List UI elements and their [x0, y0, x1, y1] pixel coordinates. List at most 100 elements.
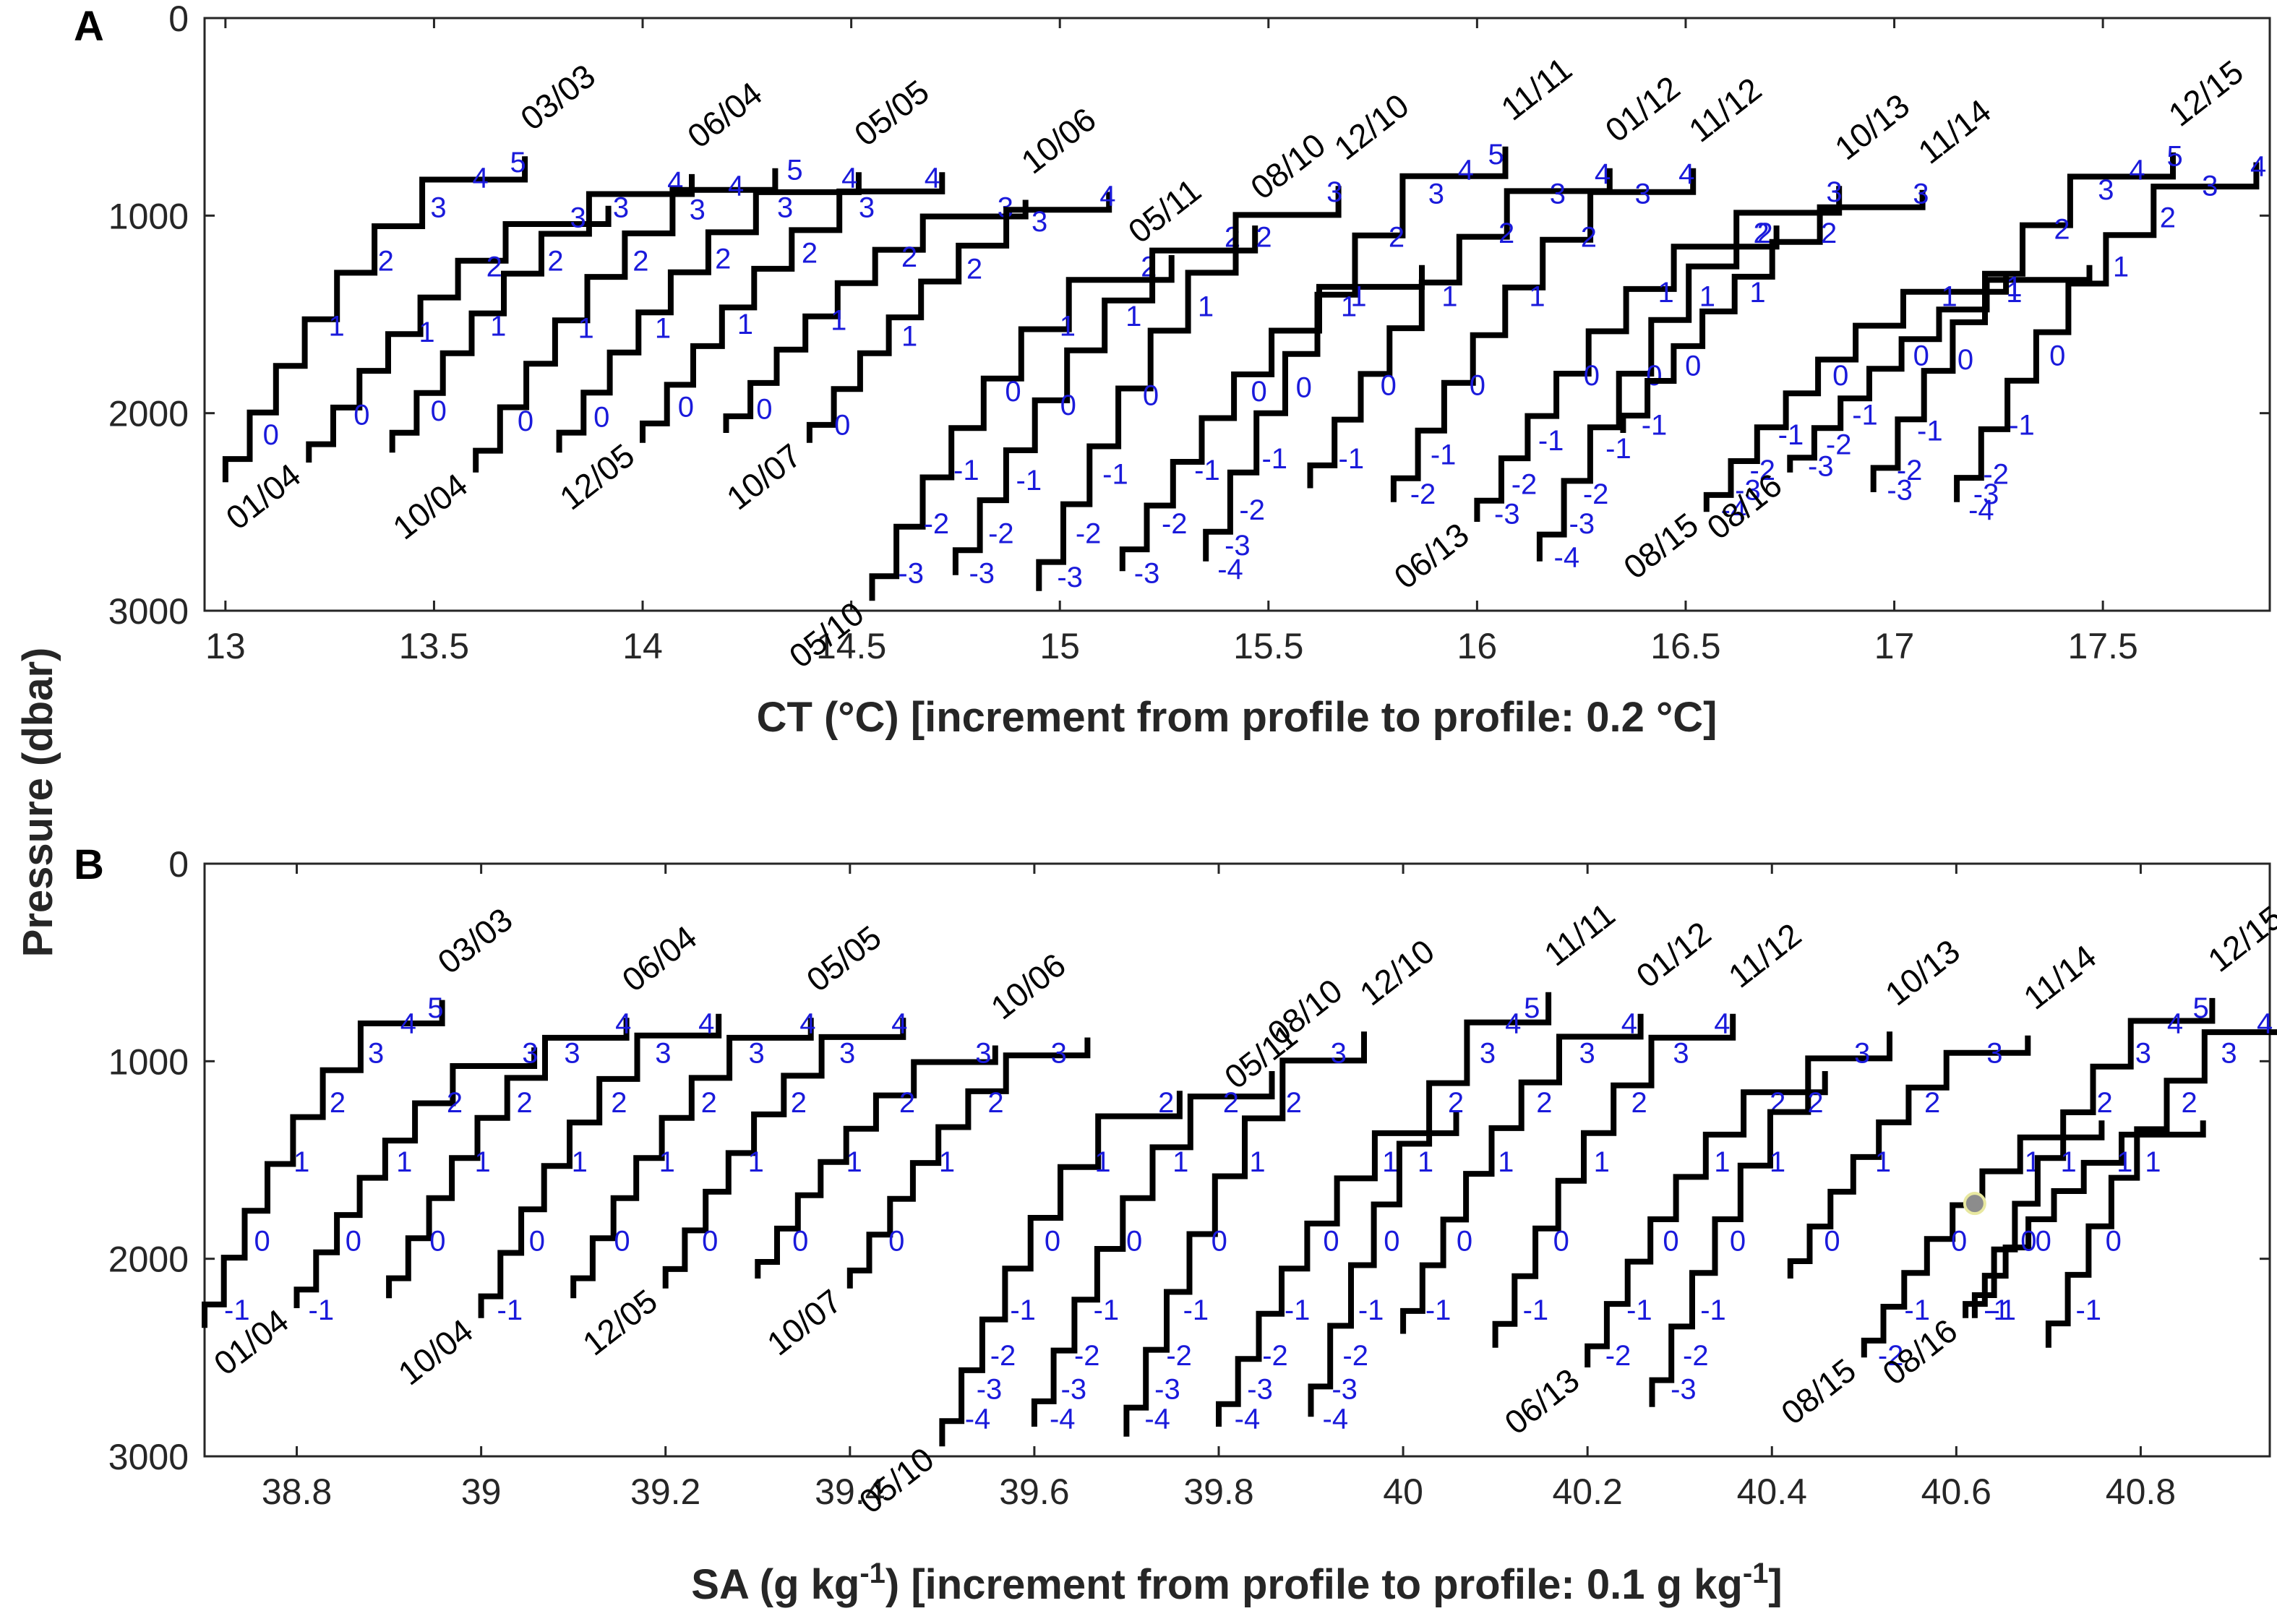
layer-label: 0	[792, 1225, 808, 1257]
profile-line	[755, 1045, 998, 1279]
profile-line	[473, 168, 779, 473]
layer-label: 0	[1951, 1225, 1967, 1257]
layer-label: 3	[2135, 1038, 2151, 1070]
layer-label: 3	[1854, 1038, 1870, 1070]
layer-label: 0	[614, 1225, 630, 1257]
panel-a-axes	[203, 17, 2271, 612]
layer-label: 2	[901, 241, 917, 273]
x-tick-label: 40	[1383, 1472, 1423, 1512]
x-tick-label: 39.2	[630, 1472, 700, 1512]
layer-label: -4	[1554, 541, 1580, 573]
x-tick-label: 40.8	[2106, 1472, 2176, 1512]
layer-label: -1	[1431, 439, 1457, 471]
layer-label: 1	[737, 309, 753, 340]
layer-label: 0	[678, 392, 694, 424]
layer-label: 0	[702, 1225, 718, 1257]
layer-label: 1	[572, 1146, 588, 1178]
x-tick-label: 16	[1457, 626, 1498, 666]
layer-label: 1	[1418, 1146, 1433, 1178]
layer-label: 2	[1581, 222, 1597, 254]
layer-label: 4	[799, 1008, 815, 1040]
layer-label: 2	[966, 253, 982, 285]
x-tick-label: 39.6	[999, 1472, 1069, 1512]
layer-label: -3	[1671, 1373, 1697, 1405]
profile-line	[1203, 146, 1509, 562]
layer-label: 3	[655, 1038, 671, 1070]
layer-label: -3	[977, 1373, 1003, 1405]
layer-label: -3	[1225, 530, 1251, 562]
layer-label: 0	[263, 419, 279, 451]
layer-label: 4	[891, 1008, 907, 1040]
layer-label: -1	[1194, 455, 1220, 486]
layer-label: 0	[1384, 1225, 1399, 1257]
panel-a-plot: 13 13.5 14 14.5 15 15.5 16 16.5 17 17.50100020003…	[108, 0, 2270, 675]
layer-label: 5	[2193, 992, 2209, 1024]
layer-label: 3	[570, 202, 586, 233]
profile-line	[939, 1091, 1183, 1447]
y-tick-label: 0	[168, 844, 189, 885]
profile-line	[723, 199, 1029, 433]
layer-label: 0	[1381, 370, 1397, 402]
profile-line	[1492, 1013, 1736, 1348]
layer-label: -2	[1983, 459, 2009, 491]
layer-label: 1	[748, 1146, 764, 1178]
profile-line	[1216, 1110, 1459, 1427]
layer-label: -2	[1410, 478, 1436, 510]
layer-label: 0	[254, 1225, 270, 1257]
layer-label: -3	[1973, 478, 1999, 510]
x-tick-label: 40.2	[1553, 1472, 1623, 1512]
layer-label: 0	[2036, 1225, 2051, 1257]
layer-label: 1	[1094, 1146, 1110, 1178]
layer-label: 0	[1060, 390, 1076, 421]
layer-label: 2	[802, 238, 818, 270]
layer-label: 3	[748, 1038, 764, 1070]
layer-label: -1	[309, 1294, 335, 1326]
layer-label: 1	[1529, 281, 1545, 313]
layer-label: 0	[1663, 1225, 1678, 1257]
layer-label: 1	[831, 304, 846, 336]
layer-label: -1	[1990, 1294, 2016, 1326]
layer-label: 1	[1341, 291, 1357, 322]
layer-label: 3	[975, 1038, 991, 1070]
layer-label: 0	[1584, 360, 1600, 392]
layer-label: 1	[419, 317, 434, 348]
layer-label: -2	[1076, 518, 1102, 550]
panel-b-xlabel-part-3: ]	[1768, 1561, 1782, 1608]
layer-label: -3	[1154, 1373, 1180, 1405]
layer-label: 1	[1498, 1146, 1514, 1178]
highlight-point	[1963, 1192, 1986, 1216]
layer-label: 0	[1957, 344, 1973, 376]
x-tick-label: 15.5	[1233, 626, 1303, 666]
layer-label: 2	[1924, 1087, 1940, 1119]
layer-label: 4	[698, 1008, 714, 1040]
layer-label: -1	[1605, 433, 1631, 465]
profile-line	[2045, 1029, 2277, 1348]
profile-line	[1954, 162, 2260, 502]
layer-label: 1	[1060, 311, 1076, 343]
layer-label: 1	[1658, 277, 1673, 309]
layer-label: 4	[1621, 1008, 1637, 1040]
profile-line	[202, 1000, 445, 1328]
layer-label: 2	[2160, 202, 2176, 233]
layer-label: -1	[1984, 1294, 2010, 1326]
layer-label: 2	[517, 1087, 533, 1119]
layer-label: -1	[1010, 1294, 1036, 1326]
layer-label: 1	[1875, 1146, 1891, 1178]
layer-label: 4	[1458, 155, 1474, 186]
y-tick-label: 3000	[108, 591, 189, 632]
profile-line	[1649, 1031, 1892, 1407]
x-tick-label: 40.4	[1737, 1472, 1807, 1512]
layer-label: -2	[1162, 508, 1188, 540]
profile-line	[1963, 1120, 2206, 1318]
layer-label: -4	[1050, 1403, 1076, 1435]
layer-label: 5	[1524, 992, 1540, 1024]
layer-label: 0	[1045, 1225, 1060, 1257]
profile-line	[1620, 189, 1926, 433]
layer-label: 2	[1753, 218, 1769, 249]
layer-label: 3	[1913, 179, 1929, 210]
layer-label: 1	[846, 1146, 862, 1178]
y-tick-label: 1000	[108, 1041, 189, 1082]
layer-label: 3	[2098, 174, 2114, 206]
layer-label: -3	[1061, 1373, 1087, 1405]
layer-label: 1	[328, 311, 344, 343]
